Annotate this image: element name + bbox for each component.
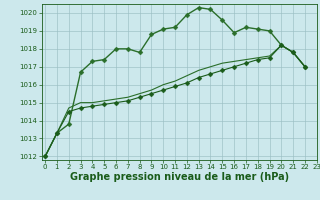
X-axis label: Graphe pression niveau de la mer (hPa): Graphe pression niveau de la mer (hPa) bbox=[70, 172, 289, 182]
